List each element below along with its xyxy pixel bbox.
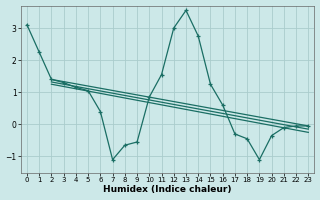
X-axis label: Humidex (Indice chaleur): Humidex (Indice chaleur)	[103, 185, 232, 194]
